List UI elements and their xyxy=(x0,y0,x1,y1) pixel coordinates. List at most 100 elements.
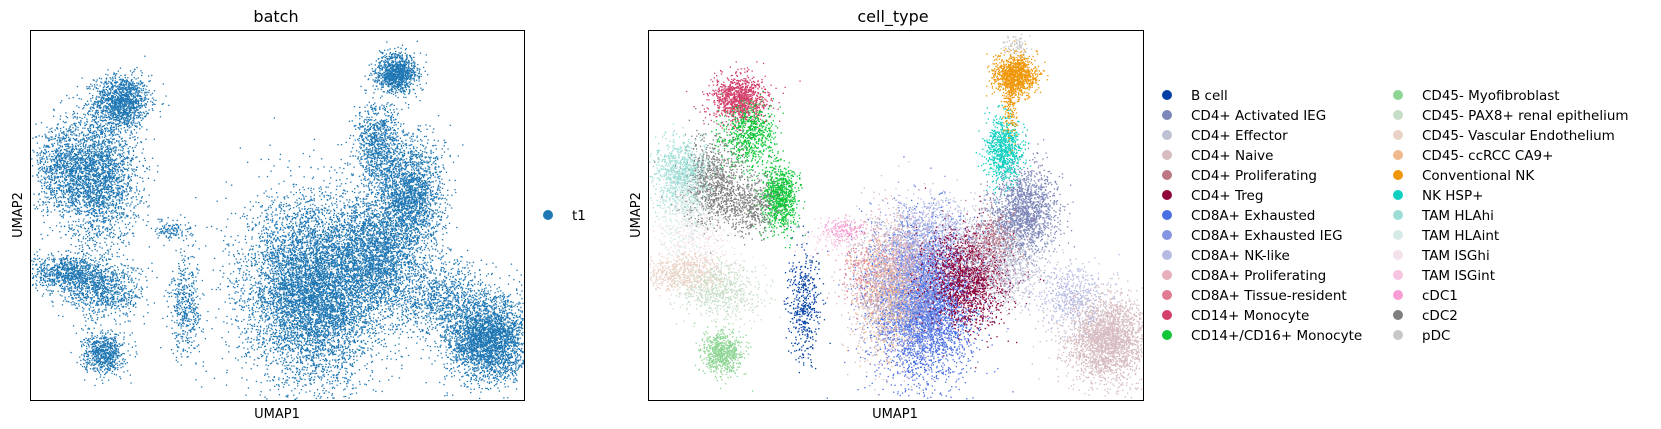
data-point xyxy=(105,160,107,162)
data-point xyxy=(72,137,74,140)
data-point xyxy=(96,177,98,179)
data-point xyxy=(97,181,99,184)
data-point xyxy=(116,178,118,180)
data-point xyxy=(95,170,97,172)
data-point xyxy=(105,129,107,131)
data-point xyxy=(102,218,104,220)
data-point xyxy=(95,189,98,191)
data-point xyxy=(122,116,124,118)
data-point xyxy=(78,168,80,170)
data-point xyxy=(78,196,81,198)
data-point xyxy=(70,154,72,156)
data-point xyxy=(125,104,127,106)
data-point xyxy=(94,143,96,145)
data-point xyxy=(42,277,45,280)
data-point xyxy=(106,95,109,97)
data-point xyxy=(115,108,117,110)
data-point xyxy=(61,164,64,166)
data-point xyxy=(139,176,141,178)
data-point xyxy=(126,111,128,114)
data-point xyxy=(103,83,105,85)
data-point xyxy=(94,84,96,86)
data-point xyxy=(36,251,38,253)
data-point xyxy=(50,172,52,174)
data-point xyxy=(124,158,126,160)
data-point xyxy=(94,100,96,103)
data-point xyxy=(159,110,161,113)
data-point xyxy=(111,96,113,98)
data-point xyxy=(123,191,125,193)
data-point xyxy=(128,241,130,243)
data-point xyxy=(144,96,147,99)
data-point xyxy=(99,185,101,187)
data-point xyxy=(71,171,73,173)
data-point xyxy=(99,215,101,217)
data-point xyxy=(111,226,114,228)
data-point xyxy=(122,109,124,111)
data-point xyxy=(104,217,106,220)
data-point xyxy=(81,155,84,158)
data-point xyxy=(72,235,74,237)
data-point xyxy=(138,272,140,274)
data-point xyxy=(120,170,122,172)
data-point xyxy=(78,199,80,202)
data-point xyxy=(79,116,81,119)
data-point xyxy=(119,191,121,194)
data-point xyxy=(53,166,56,168)
data-point xyxy=(88,187,91,190)
data-point xyxy=(32,175,34,177)
data-point xyxy=(133,112,135,114)
data-point xyxy=(96,250,98,252)
data-point xyxy=(67,144,69,146)
data-point xyxy=(107,202,109,205)
data-point xyxy=(63,165,65,167)
data-point xyxy=(77,126,79,129)
data-point xyxy=(101,133,103,135)
data-point xyxy=(78,178,80,180)
data-point xyxy=(77,179,79,181)
data-point xyxy=(115,165,117,168)
data-point xyxy=(58,201,60,203)
data-point xyxy=(95,196,98,198)
data-point xyxy=(143,188,145,190)
data-point xyxy=(125,87,127,89)
data-point xyxy=(121,212,123,214)
data-point xyxy=(119,79,121,81)
data-point xyxy=(70,173,72,175)
data-point xyxy=(101,157,103,159)
data-point xyxy=(114,163,116,165)
data-point xyxy=(87,210,89,212)
data-point xyxy=(98,229,100,231)
data-point xyxy=(129,190,131,192)
data-point xyxy=(110,180,112,183)
data-point xyxy=(85,273,87,275)
data-point xyxy=(95,233,97,235)
data-point xyxy=(68,211,70,213)
data-point xyxy=(117,214,119,217)
data-point xyxy=(83,227,86,229)
data-point xyxy=(106,93,109,95)
data-point xyxy=(97,200,99,203)
data-point xyxy=(60,185,62,187)
data-point xyxy=(105,140,107,143)
data-point xyxy=(115,86,117,88)
data-point xyxy=(48,131,50,133)
data-point xyxy=(102,200,104,202)
data-point xyxy=(94,257,96,259)
data-point xyxy=(69,207,71,209)
data-point xyxy=(108,164,110,167)
data-point xyxy=(104,113,106,116)
data-point xyxy=(83,253,85,255)
data-point xyxy=(83,210,86,213)
data-point xyxy=(98,206,100,208)
data-point xyxy=(94,121,97,123)
data-point xyxy=(135,107,137,109)
data-point xyxy=(70,251,72,253)
data-point xyxy=(115,203,118,205)
data-point xyxy=(128,111,131,113)
data-point xyxy=(137,111,139,114)
data-point xyxy=(43,177,46,180)
data-point xyxy=(115,126,118,128)
data-point xyxy=(52,190,54,192)
